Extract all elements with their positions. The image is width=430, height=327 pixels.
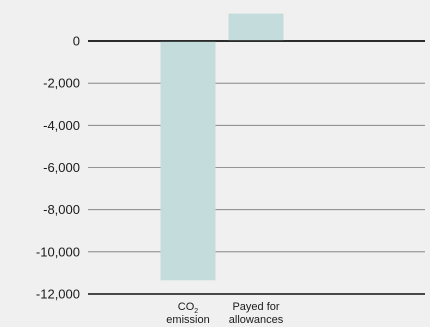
y-tick-label: 0: [73, 34, 80, 49]
category-label-line2: allowances: [229, 314, 284, 326]
y-tick-label: -8,000: [43, 202, 80, 217]
bar: [228, 13, 284, 41]
y-tick-label: -4,000: [43, 118, 80, 133]
category-label-line1: CO2: [178, 301, 199, 315]
y-tick-label: -10,000: [36, 244, 80, 259]
y-tick-label: -2,000: [43, 76, 80, 91]
gridlines: [88, 40, 425, 295]
y-tick-labels: 0 -2,000 -4,000 -6,000 -8,000 -10,000 -12,000: [36, 34, 80, 302]
category-label-line1: Payed for: [232, 301, 279, 313]
y-tick-label: -6,000: [43, 160, 80, 175]
bars: [88, 13, 425, 281]
bar: [160, 41, 216, 281]
category-label-line2: emission: [166, 314, 209, 326]
y-tick-label: -12,000: [36, 287, 80, 302]
